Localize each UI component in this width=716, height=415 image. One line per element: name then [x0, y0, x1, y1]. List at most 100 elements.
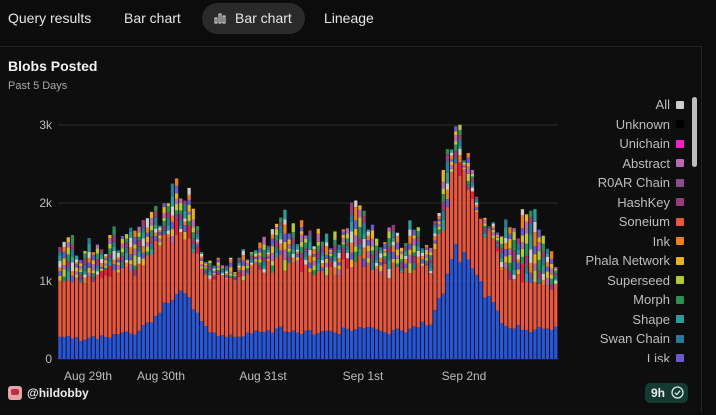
chart-bar[interactable] [391, 224, 395, 359]
chart-bar[interactable] [287, 233, 291, 359]
chart-bar[interactable] [462, 160, 466, 359]
chart-bar[interactable] [141, 220, 145, 359]
legend-item[interactable]: HashKey [617, 194, 684, 212]
tab-bar-chart-1[interactable]: Bar chart [124, 10, 181, 26]
chart-bar[interactable] [354, 200, 358, 359]
legend-item[interactable]: Morph [633, 291, 684, 309]
chart-bar[interactable] [404, 243, 408, 359]
chart-bar[interactable] [245, 259, 250, 359]
chart-bar[interactable] [279, 217, 283, 359]
avatar[interactable] [8, 386, 22, 400]
chart-bar[interactable] [512, 228, 516, 359]
legend-item[interactable]: Ink [653, 233, 684, 251]
chart-bar[interactable] [420, 248, 425, 359]
chart-bar[interactable] [179, 198, 183, 359]
chart-bar[interactable] [162, 203, 166, 359]
chart-bar[interactable] [341, 229, 345, 359]
chart-bar[interactable] [324, 233, 329, 359]
chart-bar[interactable] [349, 202, 354, 359]
author-username[interactable]: @hildobby [27, 386, 89, 400]
chart-bar[interactable] [495, 232, 500, 359]
chart-bar[interactable] [358, 205, 362, 359]
chart-bar[interactable] [537, 229, 541, 359]
chart-bar[interactable] [83, 250, 87, 359]
chart-bar[interactable] [304, 235, 308, 359]
chart-bar[interactable] [191, 208, 195, 359]
chart-bar[interactable] [541, 235, 545, 359]
legend-item[interactable]: R0AR Chain [598, 174, 684, 192]
refresh-badge[interactable]: 9h [645, 383, 689, 403]
chart-bar[interactable] [529, 210, 533, 359]
chart-bar[interactable] [466, 153, 470, 359]
chart-bar[interactable] [104, 254, 108, 359]
chart-bar[interactable] [504, 219, 508, 359]
chart-bar[interactable] [508, 227, 512, 359]
chart-bar[interactable] [195, 226, 200, 359]
chart-bar[interactable] [458, 124, 462, 359]
chart-bar[interactable] [241, 249, 245, 359]
chart-bar[interactable] [266, 245, 270, 359]
chart-bar[interactable] [424, 244, 429, 359]
chart-bar[interactable] [370, 224, 375, 359]
chart-bar[interactable] [379, 247, 383, 359]
legend-scrollbar[interactable] [692, 97, 697, 167]
chart-bar[interactable] [183, 200, 187, 359]
chart-bar[interactable] [158, 225, 162, 359]
chart-bar[interactable] [270, 229, 275, 359]
chart-bar[interactable] [299, 220, 304, 359]
chart-bar[interactable] [524, 214, 529, 359]
chart-bar[interactable] [429, 247, 433, 359]
chart-bar[interactable] [133, 230, 137, 359]
chart-bar[interactable] [408, 220, 412, 359]
chart-bar[interactable] [291, 223, 295, 359]
chart-bar[interactable] [87, 238, 91, 359]
chart-bar[interactable] [362, 210, 366, 359]
legend-item[interactable]: Swan Chain [600, 330, 684, 348]
chart-bar[interactable] [79, 259, 83, 359]
chart-bar[interactable] [474, 196, 479, 359]
chart-bar[interactable] [549, 251, 554, 359]
chart-bar[interactable] [337, 244, 341, 359]
chart-bar[interactable] [533, 209, 537, 359]
chart-bar[interactable] [499, 236, 504, 359]
chart-bar[interactable] [516, 238, 520, 359]
chart-bar[interactable] [454, 126, 458, 359]
chart-bar[interactable] [208, 260, 212, 359]
chart-bar[interactable] [483, 217, 487, 359]
chart-bar[interactable] [199, 252, 204, 359]
legend-item[interactable]: Lisk [647, 350, 684, 362]
chart-bar[interactable] [129, 227, 133, 359]
chart-bar[interactable] [174, 178, 179, 359]
chart-bar[interactable] [62, 241, 66, 359]
chart-bar[interactable] [316, 228, 320, 359]
chart-bar[interactable] [187, 187, 191, 359]
chart-bar[interactable] [95, 244, 100, 359]
chart-bar[interactable] [91, 252, 95, 359]
legend-item[interactable]: All [656, 96, 684, 114]
chart-bar[interactable] [320, 241, 325, 359]
chart-bar[interactable] [412, 229, 416, 359]
chart-bar[interactable] [254, 249, 258, 359]
chart-bar[interactable] [274, 223, 279, 359]
chart-bar[interactable] [487, 226, 491, 359]
chart-bar[interactable] [395, 232, 400, 359]
legend-item[interactable]: Shape [632, 311, 684, 329]
legend-item[interactable]: Unknown [616, 116, 684, 134]
chart-bar[interactable] [220, 265, 225, 359]
chart-bar[interactable] [137, 226, 141, 359]
chart-bar[interactable] [66, 237, 70, 359]
tab-lineage[interactable]: Lineage [324, 10, 374, 26]
chart-bar[interactable] [229, 257, 233, 359]
chart-bar[interactable] [479, 218, 483, 359]
chart-bar[interactable] [520, 209, 525, 359]
chart-bar[interactable] [224, 265, 229, 359]
chart-bar[interactable] [366, 229, 370, 359]
chart-bar[interactable] [416, 227, 420, 359]
chart-bar[interactable] [112, 226, 116, 359]
chart-bar[interactable] [470, 169, 475, 359]
chart-bar[interactable] [345, 228, 350, 359]
legend-item[interactable]: Abstract [622, 155, 684, 173]
legend-item[interactable]: Superseed [607, 272, 684, 290]
chart-bar[interactable] [262, 236, 266, 359]
chart-bar[interactable] [212, 265, 216, 359]
